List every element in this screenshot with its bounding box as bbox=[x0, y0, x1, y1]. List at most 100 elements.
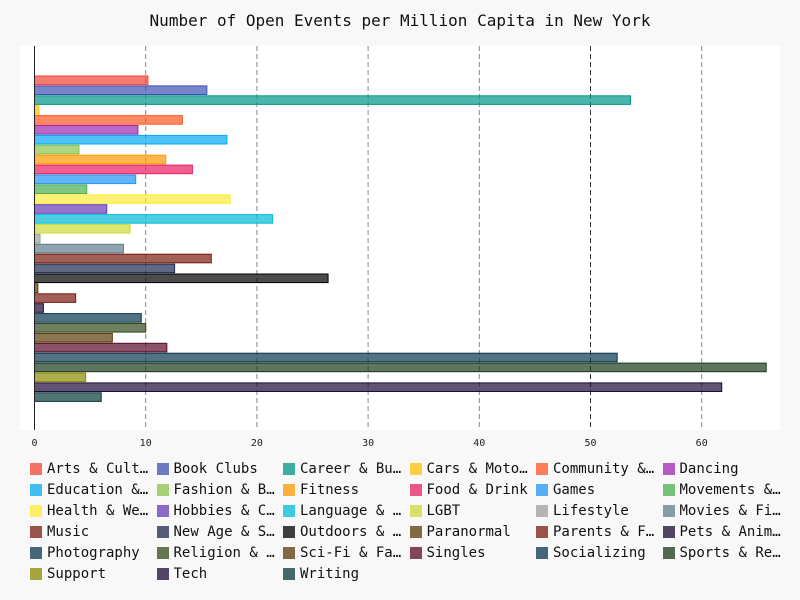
bar bbox=[34, 214, 273, 224]
bar bbox=[34, 243, 124, 254]
legend-item[interactable]: Tech bbox=[156, 563, 284, 584]
x-tick-label: 60 bbox=[696, 438, 708, 449]
legend-label: Lifestyle bbox=[553, 502, 629, 519]
legend-swatch bbox=[156, 483, 169, 496]
legend-label: Games bbox=[553, 481, 596, 498]
legend-swatch bbox=[156, 567, 169, 580]
legend-swatch bbox=[156, 525, 169, 538]
bar bbox=[34, 382, 723, 392]
legend-item[interactable]: Socializing bbox=[536, 542, 663, 563]
bar bbox=[34, 303, 44, 313]
legend-item[interactable]: Fitness bbox=[283, 479, 410, 500]
bar bbox=[34, 204, 108, 214]
legend-item[interactable]: Support bbox=[30, 563, 157, 584]
legend-swatch bbox=[30, 546, 42, 559]
legend-item[interactable]: Arts & Cultu… bbox=[30, 458, 157, 479]
legend-item[interactable]: Community & … bbox=[536, 458, 663, 479]
legend-item[interactable]: Career & Bus… bbox=[283, 458, 410, 479]
legend-swatch bbox=[156, 462, 169, 475]
legend-swatch bbox=[409, 546, 422, 559]
legend-swatch bbox=[409, 462, 422, 475]
legend-item[interactable]: Music bbox=[30, 521, 157, 542]
legend-label: Photography bbox=[47, 544, 140, 561]
legend-swatch bbox=[662, 504, 675, 517]
legend-label: Tech bbox=[173, 565, 208, 582]
legend-item[interactable]: Movements & … bbox=[662, 479, 790, 500]
legend-label: Music bbox=[47, 523, 90, 540]
x-tick-label: 50 bbox=[584, 438, 596, 449]
legend-label: Hobbies & Cr… bbox=[173, 502, 280, 519]
legend-label: Cars & Motor… bbox=[426, 460, 533, 477]
x-axis-ticks: 0 10 20 30 40 50 60 bbox=[31, 438, 707, 449]
bar bbox=[34, 233, 41, 244]
legend-item[interactable]: Sports & Rec… bbox=[662, 542, 790, 563]
legend-item[interactable]: Hobbies & Cr… bbox=[156, 500, 284, 521]
legend-item[interactable]: Dancing bbox=[662, 458, 790, 479]
legend-item[interactable]: New Age & Sp… bbox=[156, 521, 284, 542]
legend-swatch bbox=[662, 483, 675, 496]
legend-swatch bbox=[30, 462, 42, 475]
legend-item[interactable]: Lifestyle bbox=[536, 500, 663, 521]
legend-item[interactable]: Singles bbox=[409, 542, 537, 563]
bar bbox=[34, 263, 176, 274]
legend-swatch bbox=[30, 483, 42, 496]
legend-label: Food & Drink bbox=[426, 481, 528, 498]
legend-swatch bbox=[536, 525, 548, 538]
legend-label: Sports & Rec… bbox=[679, 544, 786, 561]
legend-item[interactable]: Fashion & Be… bbox=[156, 479, 284, 500]
bar bbox=[34, 174, 137, 185]
legend-item[interactable]: Games bbox=[536, 479, 663, 500]
bar bbox=[34, 95, 632, 105]
legend-swatch bbox=[536, 462, 548, 475]
legend-item[interactable]: Writing bbox=[283, 563, 410, 584]
legend-item[interactable]: LGBT bbox=[409, 500, 537, 521]
legend-swatch bbox=[283, 504, 295, 517]
bar bbox=[34, 253, 212, 264]
bar bbox=[34, 115, 183, 125]
legend-label: LGBT bbox=[426, 502, 461, 519]
legend-label: Movies & Film bbox=[679, 502, 786, 519]
bar bbox=[34, 184, 88, 194]
legend-swatch bbox=[283, 462, 295, 475]
bar bbox=[34, 313, 142, 323]
x-tick-label: 10 bbox=[140, 438, 152, 449]
legend-label: Religion & B… bbox=[173, 544, 280, 561]
bar bbox=[34, 105, 40, 115]
bar bbox=[34, 75, 149, 86]
legend-item[interactable]: Book Clubs bbox=[156, 458, 284, 479]
legend-swatch bbox=[662, 525, 675, 538]
bar bbox=[34, 164, 193, 175]
legend-item[interactable]: Photography bbox=[30, 542, 157, 563]
legend-label: Support bbox=[47, 565, 107, 582]
bar bbox=[34, 352, 618, 363]
legend-label: Health & Wel… bbox=[47, 502, 153, 519]
legend-item[interactable]: Pets & Anima… bbox=[662, 521, 790, 542]
legend-label: Language & E… bbox=[300, 502, 406, 519]
x-tick-label: 20 bbox=[251, 438, 263, 449]
bar bbox=[34, 293, 77, 303]
legend-swatch bbox=[662, 546, 675, 559]
legend-swatch bbox=[409, 504, 422, 517]
legend-label: Education & … bbox=[47, 481, 153, 498]
legend-item[interactable]: Language & E… bbox=[283, 500, 410, 521]
legend-swatch bbox=[30, 525, 42, 538]
legend-label: Dancing bbox=[679, 460, 739, 477]
legend-swatch bbox=[30, 504, 42, 517]
x-tick-label: 30 bbox=[362, 438, 374, 449]
legend-label: Outdoors & A… bbox=[300, 523, 406, 540]
legend-item[interactable]: Paranormal bbox=[409, 521, 537, 542]
legend-label: Pets & Anima… bbox=[679, 523, 786, 540]
legend-item[interactable]: Movies & Film bbox=[662, 500, 790, 521]
legend-label: Fashion & Be… bbox=[173, 481, 280, 498]
legend-swatch bbox=[283, 567, 295, 580]
legend-swatch bbox=[156, 546, 169, 559]
legend-swatch bbox=[156, 504, 169, 517]
legend-item[interactable]: Religion & B… bbox=[156, 542, 284, 563]
legend-item[interactable]: Education & … bbox=[30, 479, 157, 500]
legend-item[interactable]: Sci-Fi & Fan… bbox=[283, 542, 410, 563]
legend-item[interactable]: Outdoors & A… bbox=[283, 521, 410, 542]
legend-item[interactable]: Health & Wel… bbox=[30, 500, 157, 521]
legend-item[interactable]: Food & Drink bbox=[409, 479, 537, 500]
legend-item[interactable]: Cars & Motor… bbox=[409, 458, 537, 479]
legend-item[interactable]: Parents & Fa… bbox=[536, 521, 663, 542]
